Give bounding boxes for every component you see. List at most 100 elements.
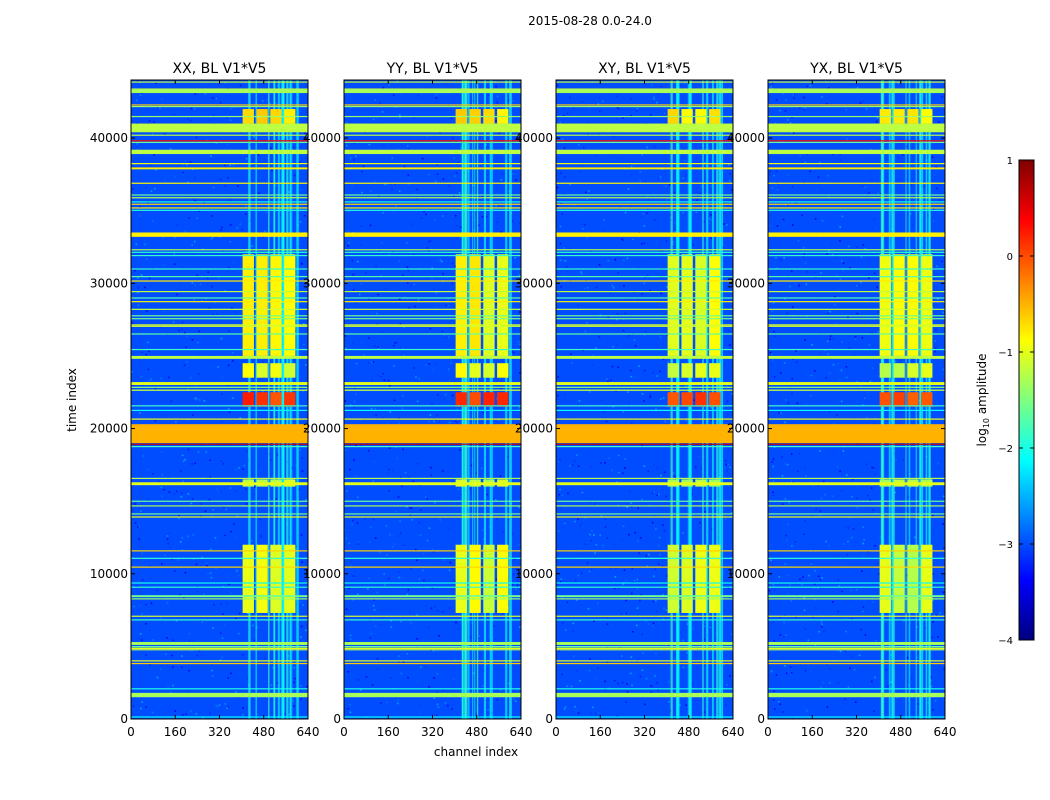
noise-pixel [786,539,788,542]
noise-pixel [304,364,307,366]
noise-pixel [647,623,650,625]
rfi-band [556,382,733,385]
rfi-band [768,232,945,237]
noise-pixel [557,376,559,378]
noise-pixel [139,206,142,208]
noise-pixel [786,574,789,577]
noise-pixel [181,536,184,539]
panel-yy: YY, BL V1*V50 160 320 480 640010000200003000… [303,61,533,739]
noise-pixel [900,135,902,137]
noise-pixel [647,470,650,473]
noise-pixel [591,529,593,532]
noise-pixel [417,575,420,578]
noise-pixel [875,227,877,229]
noise-pixel [348,542,350,545]
noise-pixel [459,236,462,239]
noise-pixel [725,347,727,350]
rfi-line [131,598,308,600]
noise-pixel [877,330,880,333]
rfi-line [768,115,945,118]
noise-pixel [820,626,823,628]
noise-pixel [860,281,862,284]
rfi-line [556,646,733,648]
noise-pixel [611,250,613,252]
rfi-block [921,254,933,356]
colorbar-tick-label: 0 [1007,252,1013,263]
noise-pixel [581,273,583,275]
rfi-line [344,662,521,665]
noise-pixel [622,329,625,332]
noise-pixel [574,579,577,582]
noise-pixel [398,660,400,663]
noise-pixel [847,540,849,543]
noise-pixel [208,498,211,501]
noise-pixel [943,547,945,550]
noise-pixel [833,452,835,455]
noise-pixel [648,553,650,556]
noise-pixel [411,507,413,510]
noise-pixel [203,525,205,528]
noise-pixel [858,654,861,657]
noise-pixel [843,665,846,667]
noise-pixel [834,304,836,306]
noise-pixel [626,683,628,685]
noise-pixel [218,236,221,238]
noise-pixel [790,131,793,134]
noise-pixel [635,624,638,627]
noise-pixel [641,293,643,295]
noise-pixel [421,226,423,229]
noise-pixel [694,651,697,654]
noise-pixel [693,399,696,401]
noise-pixel [596,287,599,290]
noise-pixel [634,164,636,167]
noise-pixel [729,344,731,346]
noise-pixel [399,114,401,116]
noise-pixel [835,311,838,313]
rfi-line [344,297,521,299]
noise-pixel [254,486,256,488]
noise-pixel [595,286,598,289]
noise-pixel [588,108,591,110]
noise-pixel [264,230,266,233]
noise-pixel [708,217,711,220]
noise-pixel [175,421,177,424]
noise-pixel [943,508,945,511]
rfi-line [556,582,733,584]
y-tick-label: 10000 [515,567,553,581]
noise-pixel [500,185,503,188]
noise-pixel [685,419,687,422]
noise-pixel [561,673,563,676]
colorbar-ticks: 10−1−2−3−4 [998,156,1034,647]
noise-pixel [239,417,241,419]
noise-pixel [612,405,615,408]
noise-pixel [246,612,249,615]
noise-pixel [769,326,772,328]
noise-pixel [584,330,587,332]
noise-pixel [846,138,849,141]
noise-pixel [633,339,636,342]
noise-pixel [771,96,774,99]
noise-pixel [174,175,177,178]
noise-pixel [937,541,940,544]
noise-pixel [910,677,913,680]
noise-pixel [145,654,148,656]
noise-pixel [421,157,424,160]
noise-pixel [194,563,196,566]
noise-pixel [469,164,472,167]
noise-pixel [166,535,169,537]
noise-pixel [495,85,497,88]
noise-pixel [850,655,853,658]
noise-pixel [353,93,356,96]
noise-pixel [595,543,598,546]
noise-pixel [266,377,268,380]
noise-pixel [564,259,566,262]
noise-pixel [240,253,243,256]
noise-pixel [857,284,860,287]
noise-pixel [573,460,576,462]
noise-pixel [356,522,359,524]
noise-pixel [210,215,213,217]
noise-pixel [228,508,230,511]
noise-pixel [385,525,388,527]
noise-pixel [226,707,229,709]
noise-pixel [895,148,897,151]
